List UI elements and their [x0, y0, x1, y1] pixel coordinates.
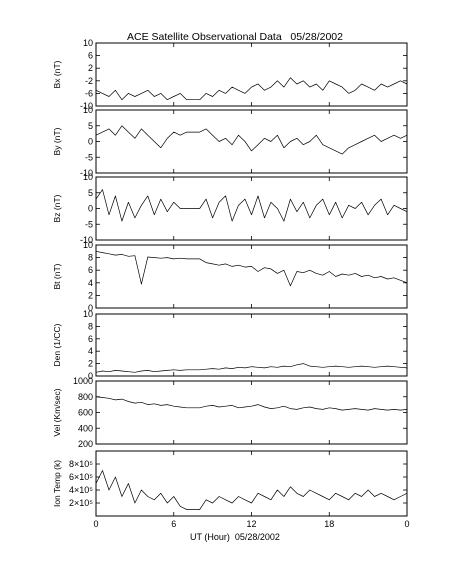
y-axis-label: Bz (nT): [52, 194, 62, 222]
panel-frame: [95, 42, 408, 107]
y-tick-label: 10: [83, 105, 93, 115]
panel-6: 2×10⁵ 4×10⁵ 6×10⁵ 8×10⁵ Ion Temp (k): [52, 450, 408, 517]
x-tick-label: 12: [246, 519, 256, 529]
x-tick-label: 18: [324, 519, 334, 529]
y-tick-label: 10: [83, 309, 93, 319]
y-tick-label: 6×10⁵: [69, 472, 93, 482]
series-line: [95, 77, 408, 101]
y-axis-label: By (nT): [52, 127, 62, 155]
series-line: [95, 470, 408, 510]
y-tick-label: 600: [78, 408, 93, 418]
panel-frame: [95, 244, 408, 309]
y-tick-label: 6: [88, 51, 93, 61]
y-tick-label: 6: [88, 334, 93, 344]
y-tick-label: 10: [83, 38, 93, 48]
series-line: [95, 396, 408, 411]
y-tick-label: 800: [78, 392, 93, 402]
series-line: [95, 250, 408, 287]
y-tick-label: -2: [85, 76, 93, 86]
panel-frame: [95, 176, 408, 241]
y-tick-label: -10: [80, 235, 93, 245]
y-tick-label: 4: [88, 346, 93, 356]
y-tick-label: -10: [80, 168, 93, 178]
chart-title: ACE Satellite Observational Data 05/28/2…: [127, 31, 343, 43]
y-tick-label: 6: [88, 265, 93, 275]
y-tick-label: 10: [83, 172, 93, 182]
y-tick-label: 8: [88, 321, 93, 331]
x-tick-label: 0: [93, 519, 98, 529]
y-tick-label: -5: [85, 219, 93, 229]
y-tick-label: 1000: [73, 376, 93, 386]
series-line: [95, 125, 408, 155]
y-tick-label: 8: [88, 253, 93, 263]
y-tick-label: 0: [88, 204, 93, 214]
panel-3: 0 2 4 6 8 10 Bt (nT): [52, 240, 408, 313]
y-tick-label: -5: [85, 152, 93, 162]
y-tick-label: -6: [85, 88, 93, 98]
panels: -10 -6 -2 2 6 10 Bx (nT) -10 -5 0 5 10 By (nT) -10 -5 0…: [52, 38, 408, 517]
y-tick-label: 8×10⁵: [69, 459, 93, 469]
y-tick-label: 0: [88, 137, 93, 147]
x-tick-label: 6: [171, 519, 176, 529]
y-axis-label: Bx (nT): [52, 60, 62, 88]
y-tick-label: 4×10⁵: [69, 485, 93, 495]
y-tick-label: 0: [88, 371, 93, 381]
panel-0: -10 -6 -2 2 6 10 Bx (nT): [52, 38, 408, 111]
y-tick-label: 5: [88, 188, 93, 198]
y-tick-label: 2×10⁵: [69, 498, 93, 508]
series-line: [95, 363, 408, 373]
series-line: [95, 189, 408, 222]
y-tick-label: 2: [88, 63, 93, 73]
panel-frame: [95, 450, 408, 517]
y-tick-label: 2: [88, 290, 93, 300]
panel-frame: [95, 109, 408, 174]
y-axis-label: Den (1/CC): [52, 323, 62, 366]
x-tick-label: 0: [404, 519, 409, 529]
y-tick-label: 4: [88, 278, 93, 288]
y-tick-label: 5: [88, 121, 93, 131]
y-axis-label: Ion Temp (k): [52, 460, 62, 507]
y-tick-label: 10: [83, 240, 93, 250]
y-tick-label: 0: [88, 303, 93, 313]
panel-frame: [95, 380, 408, 445]
y-tick-label: 2: [88, 359, 93, 369]
y-tick-label: -10: [80, 101, 93, 111]
panel-2: -10 -5 0 5 10 Bz (nT): [52, 172, 408, 245]
y-tick-label: 200: [78, 439, 93, 449]
y-tick-label: 400: [78, 423, 93, 433]
x-axis: 0 6 12 18 0: [93, 519, 409, 529]
y-axis-label: Vel (Km/sec): [52, 388, 62, 436]
panel-4: 0 2 4 6 8 10 Den (1/CC): [52, 309, 408, 381]
panel-1: -10 -5 0 5 10 By (nT): [52, 105, 408, 178]
y-axis-label: Bt (nT): [52, 263, 62, 289]
panel-5: 200 400 600 800 1000 Vel (Km/sec): [52, 376, 408, 449]
x-axis-label: UT (Hour) 05/28/2002: [190, 532, 280, 542]
